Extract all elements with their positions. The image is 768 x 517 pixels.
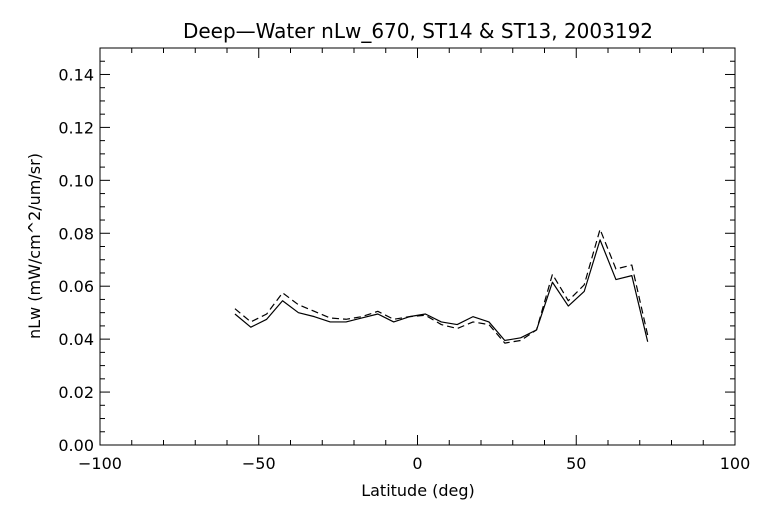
axis-ticks: −100 −50 0 50 100 0.00 0.02 0.04 0.06 0.08 0.10 0.1…: [58, 47, 751, 473]
y-tick-label: 0.04: [58, 330, 94, 349]
series-line-dashed: [234, 228, 649, 344]
y-axis-label: nLw (mW/cm^2/um/sr): [25, 153, 44, 339]
y-tick-label: 0.02: [58, 383, 94, 402]
x-axis-label: Latitude (deg): [361, 481, 475, 500]
series-layer: [234, 228, 649, 344]
x-tick-label: −100: [78, 454, 122, 473]
y-tick-label: 0.14: [58, 65, 94, 84]
series-line-solid: [234, 239, 649, 342]
y-tick-label: 0.10: [58, 171, 94, 190]
y-tick-label: 0.06: [58, 277, 94, 296]
chart-title: Deep—Water nLw_670, ST14 & ST13, 2003192: [183, 19, 653, 43]
y-tick-label: 0.12: [58, 118, 94, 137]
x-tick-label: 100: [720, 454, 751, 473]
y-tick-label: 0.00: [58, 436, 94, 455]
x-tick-label: 0: [412, 454, 422, 473]
x-tick-label: −50: [242, 454, 276, 473]
plot-frame: [99, 47, 736, 446]
x-tick-label: 50: [566, 454, 586, 473]
y-tick-label: 0.08: [58, 224, 94, 243]
